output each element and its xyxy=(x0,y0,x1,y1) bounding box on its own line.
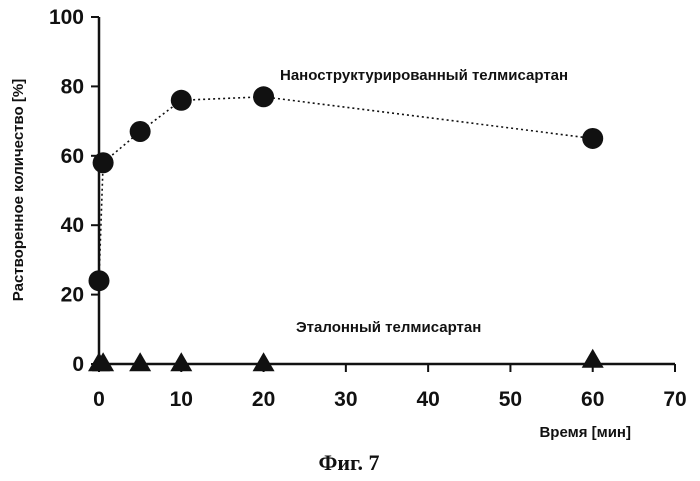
x-tick-label: 0 xyxy=(93,388,105,411)
series-line xyxy=(99,97,593,281)
x-tick-label: 20 xyxy=(252,388,275,411)
data-point-circle xyxy=(89,270,110,291)
data-point-triangle xyxy=(129,352,151,371)
x-tick-label: 30 xyxy=(334,388,357,411)
series-label-nanostructured: Наноструктурированный телмисартан xyxy=(280,67,568,84)
y-tick-label: 20 xyxy=(61,284,84,307)
data-point-triangle xyxy=(170,352,192,371)
y-axis-label: Растворенное количество [%] xyxy=(10,79,27,301)
y-tick-label: 100 xyxy=(49,6,84,29)
series-label-reference: Эталонный телмисартан xyxy=(296,319,481,336)
data-point-circle xyxy=(582,128,603,149)
y-tick-label: 60 xyxy=(61,145,84,168)
data-point-circle xyxy=(253,86,274,107)
data-point-triangle xyxy=(582,349,604,368)
x-tick-label: 40 xyxy=(416,388,439,411)
data-point-circle xyxy=(93,152,114,173)
y-tick-label: 80 xyxy=(61,75,84,98)
y-tick-label: 0 xyxy=(72,353,84,376)
x-axis-label: Время [мин] xyxy=(539,424,631,441)
figure-caption: Фиг. 7 xyxy=(318,450,379,475)
y-tick-label: 40 xyxy=(61,214,84,237)
x-tick-label: 70 xyxy=(663,388,686,411)
x-tick-label: 50 xyxy=(499,388,522,411)
x-tick-label: 60 xyxy=(581,388,604,411)
data-point-circle xyxy=(130,121,151,142)
data-point-circle xyxy=(171,90,192,111)
data-point-triangle xyxy=(253,352,275,371)
x-tick-label: 10 xyxy=(170,388,193,411)
